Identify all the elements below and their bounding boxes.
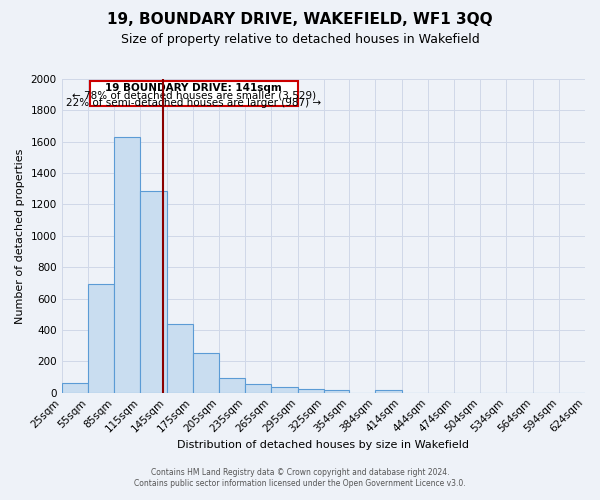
Text: 19 BOUNDARY DRIVE: 141sqm: 19 BOUNDARY DRIVE: 141sqm — [105, 84, 282, 94]
Bar — [376, 390, 401, 392]
Bar — [167, 324, 193, 392]
Text: 19, BOUNDARY DRIVE, WAKEFIELD, WF1 3QQ: 19, BOUNDARY DRIVE, WAKEFIELD, WF1 3QQ — [107, 12, 493, 28]
Bar — [324, 390, 349, 392]
Bar — [219, 378, 245, 392]
Text: ← 78% of detached houses are smaller (3,529): ← 78% of detached houses are smaller (3,… — [71, 91, 316, 101]
FancyBboxPatch shape — [89, 80, 298, 106]
X-axis label: Distribution of detached houses by size in Wakefield: Distribution of detached houses by size … — [178, 440, 469, 450]
Bar — [298, 390, 324, 392]
Bar — [245, 384, 271, 392]
Text: Contains HM Land Registry data © Crown copyright and database right 2024.
Contai: Contains HM Land Registry data © Crown c… — [134, 468, 466, 487]
Bar — [88, 284, 114, 393]
Bar — [114, 137, 140, 392]
Bar — [271, 387, 298, 392]
Bar — [140, 191, 167, 392]
Bar — [193, 352, 219, 393]
Y-axis label: Number of detached properties: Number of detached properties — [15, 148, 25, 324]
Text: Size of property relative to detached houses in Wakefield: Size of property relative to detached ho… — [121, 32, 479, 46]
Text: 22% of semi-detached houses are larger (987) →: 22% of semi-detached houses are larger (… — [66, 98, 321, 108]
Bar — [62, 382, 88, 392]
